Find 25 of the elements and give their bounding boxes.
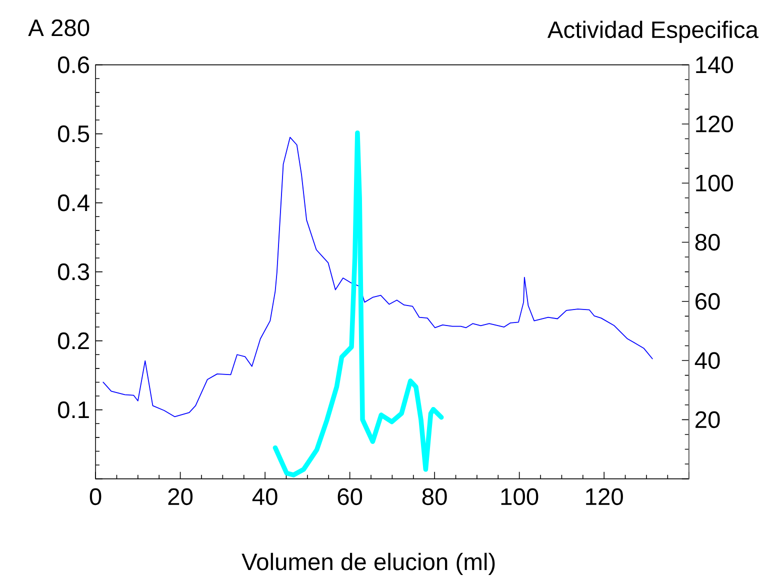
y2-tick-label: 120 (696, 116, 733, 132)
y2-tick-label: 40 (694, 352, 720, 370)
y2-tick-label: 20 (696, 411, 720, 428)
y-axis-title: A 280 (28, 20, 90, 36)
x-tick-label: 80 (422, 488, 447, 506)
y2-axis-title: Actividad Especifica (547, 20, 758, 43)
y2-tick-label: 140 (696, 56, 733, 74)
x-tick-label: 100 (501, 488, 538, 506)
y-tick-label: 0.2 (58, 332, 89, 350)
y-tick-label: 0.3 (58, 264, 90, 280)
x-tick-label: 40 (252, 488, 278, 506)
y2-tick-label: 100 (696, 174, 733, 192)
y-tick-label: 0.5 (58, 126, 90, 142)
y2-tick-label: 60 (696, 293, 720, 310)
x-tick-label: 0 (90, 488, 102, 506)
x-axis-title: Volumen de elucion (ml) (242, 552, 495, 576)
line-series (102, 136, 653, 418)
x-tick-label: 20 (168, 488, 193, 506)
y2-tick-label: 80 (695, 234, 720, 251)
line-series (272, 130, 444, 478)
y-tick-label: 0.6 (58, 56, 90, 74)
x-tick-label: 60 (338, 488, 362, 506)
y-tick-label: 0.1 (58, 402, 89, 418)
y-tick-label: 0.4 (58, 194, 90, 212)
x-tick-label: 120 (586, 488, 623, 506)
